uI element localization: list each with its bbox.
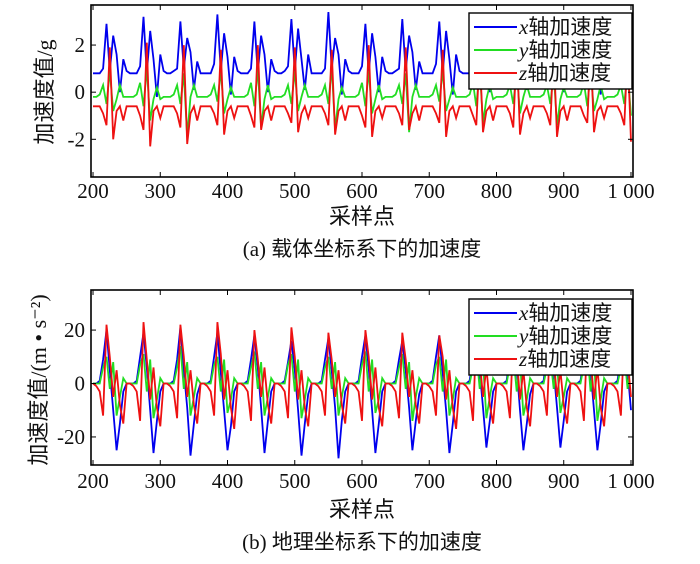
x-tick-label: 700 bbox=[413, 179, 445, 203]
legend-label-x: x轴加速度 bbox=[518, 301, 612, 325]
x-tick-label: 400 bbox=[212, 179, 244, 203]
legend-label-z: z轴加速度 bbox=[518, 347, 611, 371]
x-tick-label: 900 bbox=[548, 469, 580, 493]
x-tick-label: 800 bbox=[481, 469, 513, 493]
y-axis-label-a: 加速度值/g bbox=[32, 39, 57, 144]
legend-text: 轴加速度 bbox=[528, 301, 612, 325]
x-tick-label: 800 bbox=[481, 179, 513, 203]
x-tick-label: 400 bbox=[212, 469, 244, 493]
series-line-z bbox=[93, 42, 632, 147]
legend-text: 轴加速度 bbox=[527, 61, 611, 85]
caption-a: (a) 载体坐标系下的加速度 bbox=[243, 237, 482, 261]
legend-text: 轴加速度 bbox=[527, 347, 611, 371]
y-tick-label: 0 bbox=[75, 372, 86, 396]
x-tick-label: 600 bbox=[346, 179, 378, 203]
plot-b: 200 300 400 500 600 700 800 900 1 000-20020x轴加速度… bbox=[57, 289, 655, 493]
x-tick-label: 300 bbox=[145, 469, 177, 493]
series-line-z bbox=[92, 322, 632, 430]
legend-label-y: y轴加速度 bbox=[517, 324, 612, 348]
x-tick-label: 1 000 bbox=[607, 179, 654, 203]
x-tick-label: 700 bbox=[413, 469, 445, 493]
legend-var: y bbox=[517, 38, 529, 62]
legend-label-y: y轴加速度 bbox=[517, 38, 612, 62]
legend-var: x bbox=[518, 15, 529, 39]
legend-text: 轴加速度 bbox=[528, 15, 612, 39]
x-tick-label: 200 bbox=[77, 179, 109, 203]
legend-label-x: x轴加速度 bbox=[518, 15, 612, 39]
x-axis-label-a: 采样点 bbox=[329, 204, 395, 229]
y-tick-label: 2 bbox=[75, 33, 86, 57]
legend-var: x bbox=[518, 301, 529, 325]
y-tick-label: 20 bbox=[64, 318, 85, 342]
x-tick-label: 300 bbox=[145, 179, 177, 203]
x-axis-label-b: 采样点 bbox=[329, 497, 395, 522]
plot-a: 200 300 400 500 600 700 800 900 1 000-202x轴加速度y轴… bbox=[68, 4, 655, 203]
x-tick-label: 1 000 bbox=[607, 469, 654, 493]
x-tick-label: 200 bbox=[77, 469, 109, 493]
x-tick-label: 500 bbox=[279, 469, 311, 493]
y-tick-label: -2 bbox=[68, 127, 86, 151]
y-axis-label-b: 加速度值/(m • s⁻²) bbox=[26, 294, 51, 465]
x-tick-label: 600 bbox=[346, 469, 378, 493]
legend-text: 轴加速度 bbox=[528, 324, 612, 348]
legend-var: z bbox=[518, 347, 527, 371]
y-tick-label: -20 bbox=[57, 425, 85, 449]
x-tick-label: 500 bbox=[279, 179, 311, 203]
legend-text: 轴加速度 bbox=[528, 38, 612, 62]
caption-b: (b) 地理坐标系下的加速度 bbox=[242, 530, 482, 554]
series-line-y bbox=[93, 345, 632, 422]
legend-var: y bbox=[517, 324, 529, 348]
x-tick-label: 900 bbox=[548, 179, 580, 203]
y-tick-label: 0 bbox=[75, 80, 86, 104]
legend-var: z bbox=[518, 61, 527, 85]
legend-label-z: z轴加速度 bbox=[518, 61, 611, 85]
